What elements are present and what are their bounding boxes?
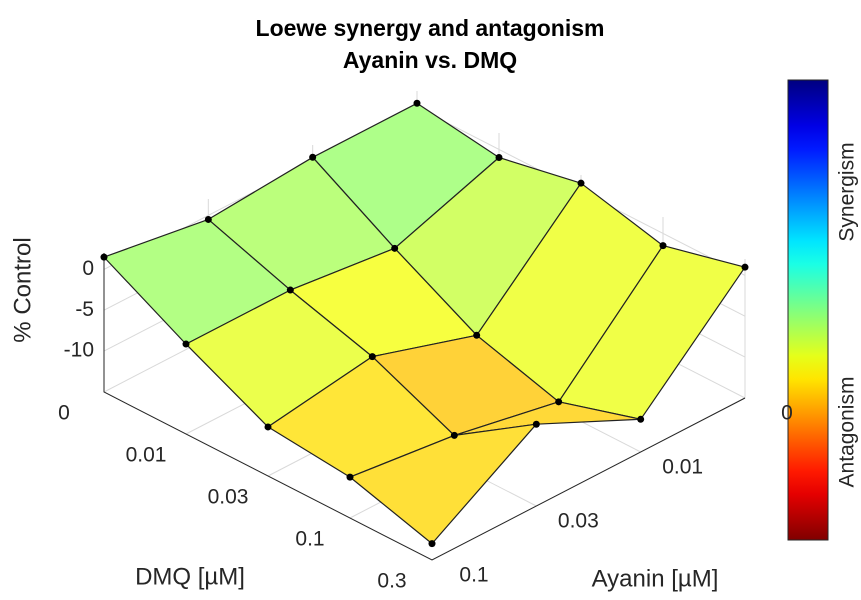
x-tick-label: 0.03: [208, 486, 249, 509]
y-axis-label: Ayanin [µM]: [592, 565, 719, 592]
z-tick-label: -5: [75, 298, 94, 321]
data-point: [368, 353, 376, 361]
data-point: [741, 263, 749, 271]
data-point: [286, 286, 294, 294]
x-tick-label: 0.3: [377, 570, 406, 593]
data-point: [495, 154, 503, 162]
colorbar-label: Antagonism: [836, 377, 859, 488]
data-point: [577, 179, 585, 187]
y-tick-label: 0.1: [459, 564, 488, 587]
z-tick-label: 0: [82, 257, 94, 280]
y-tick-label: 0.01: [662, 456, 703, 479]
data-point: [346, 473, 354, 481]
data-point: [264, 423, 272, 431]
data-point: [450, 431, 458, 439]
x-tick-label: 0: [58, 402, 70, 425]
data-point: [309, 153, 317, 161]
data-point: [555, 398, 563, 406]
data-point: [473, 331, 481, 339]
y-tick-label: 0: [781, 402, 793, 425]
data-point: [428, 540, 436, 548]
chart-title: Loewe synergy and antagonism: [256, 15, 605, 41]
x-tick-label: 0.1: [295, 528, 324, 551]
data-point: [391, 244, 399, 252]
y-tick-label: 0.03: [558, 510, 599, 533]
z-tick-label: -10: [64, 339, 94, 362]
x-tick-label: 0.01: [126, 444, 167, 467]
x-axis-label: DMQ [µM]: [135, 563, 245, 590]
data-point: [182, 340, 190, 348]
axis-line: [103, 253, 746, 561]
data-point: [100, 253, 108, 261]
data-point: [532, 420, 540, 428]
data-point: [413, 99, 421, 107]
chart-subtitle: Ayanin vs. DMQ: [343, 47, 517, 73]
data-point: [204, 215, 212, 223]
z-axis-label: % Control: [9, 237, 36, 342]
data-point: [659, 242, 667, 250]
colorbar-label: Synergism: [836, 142, 859, 241]
colorbar: [787, 79, 829, 541]
data-point: [637, 415, 645, 423]
